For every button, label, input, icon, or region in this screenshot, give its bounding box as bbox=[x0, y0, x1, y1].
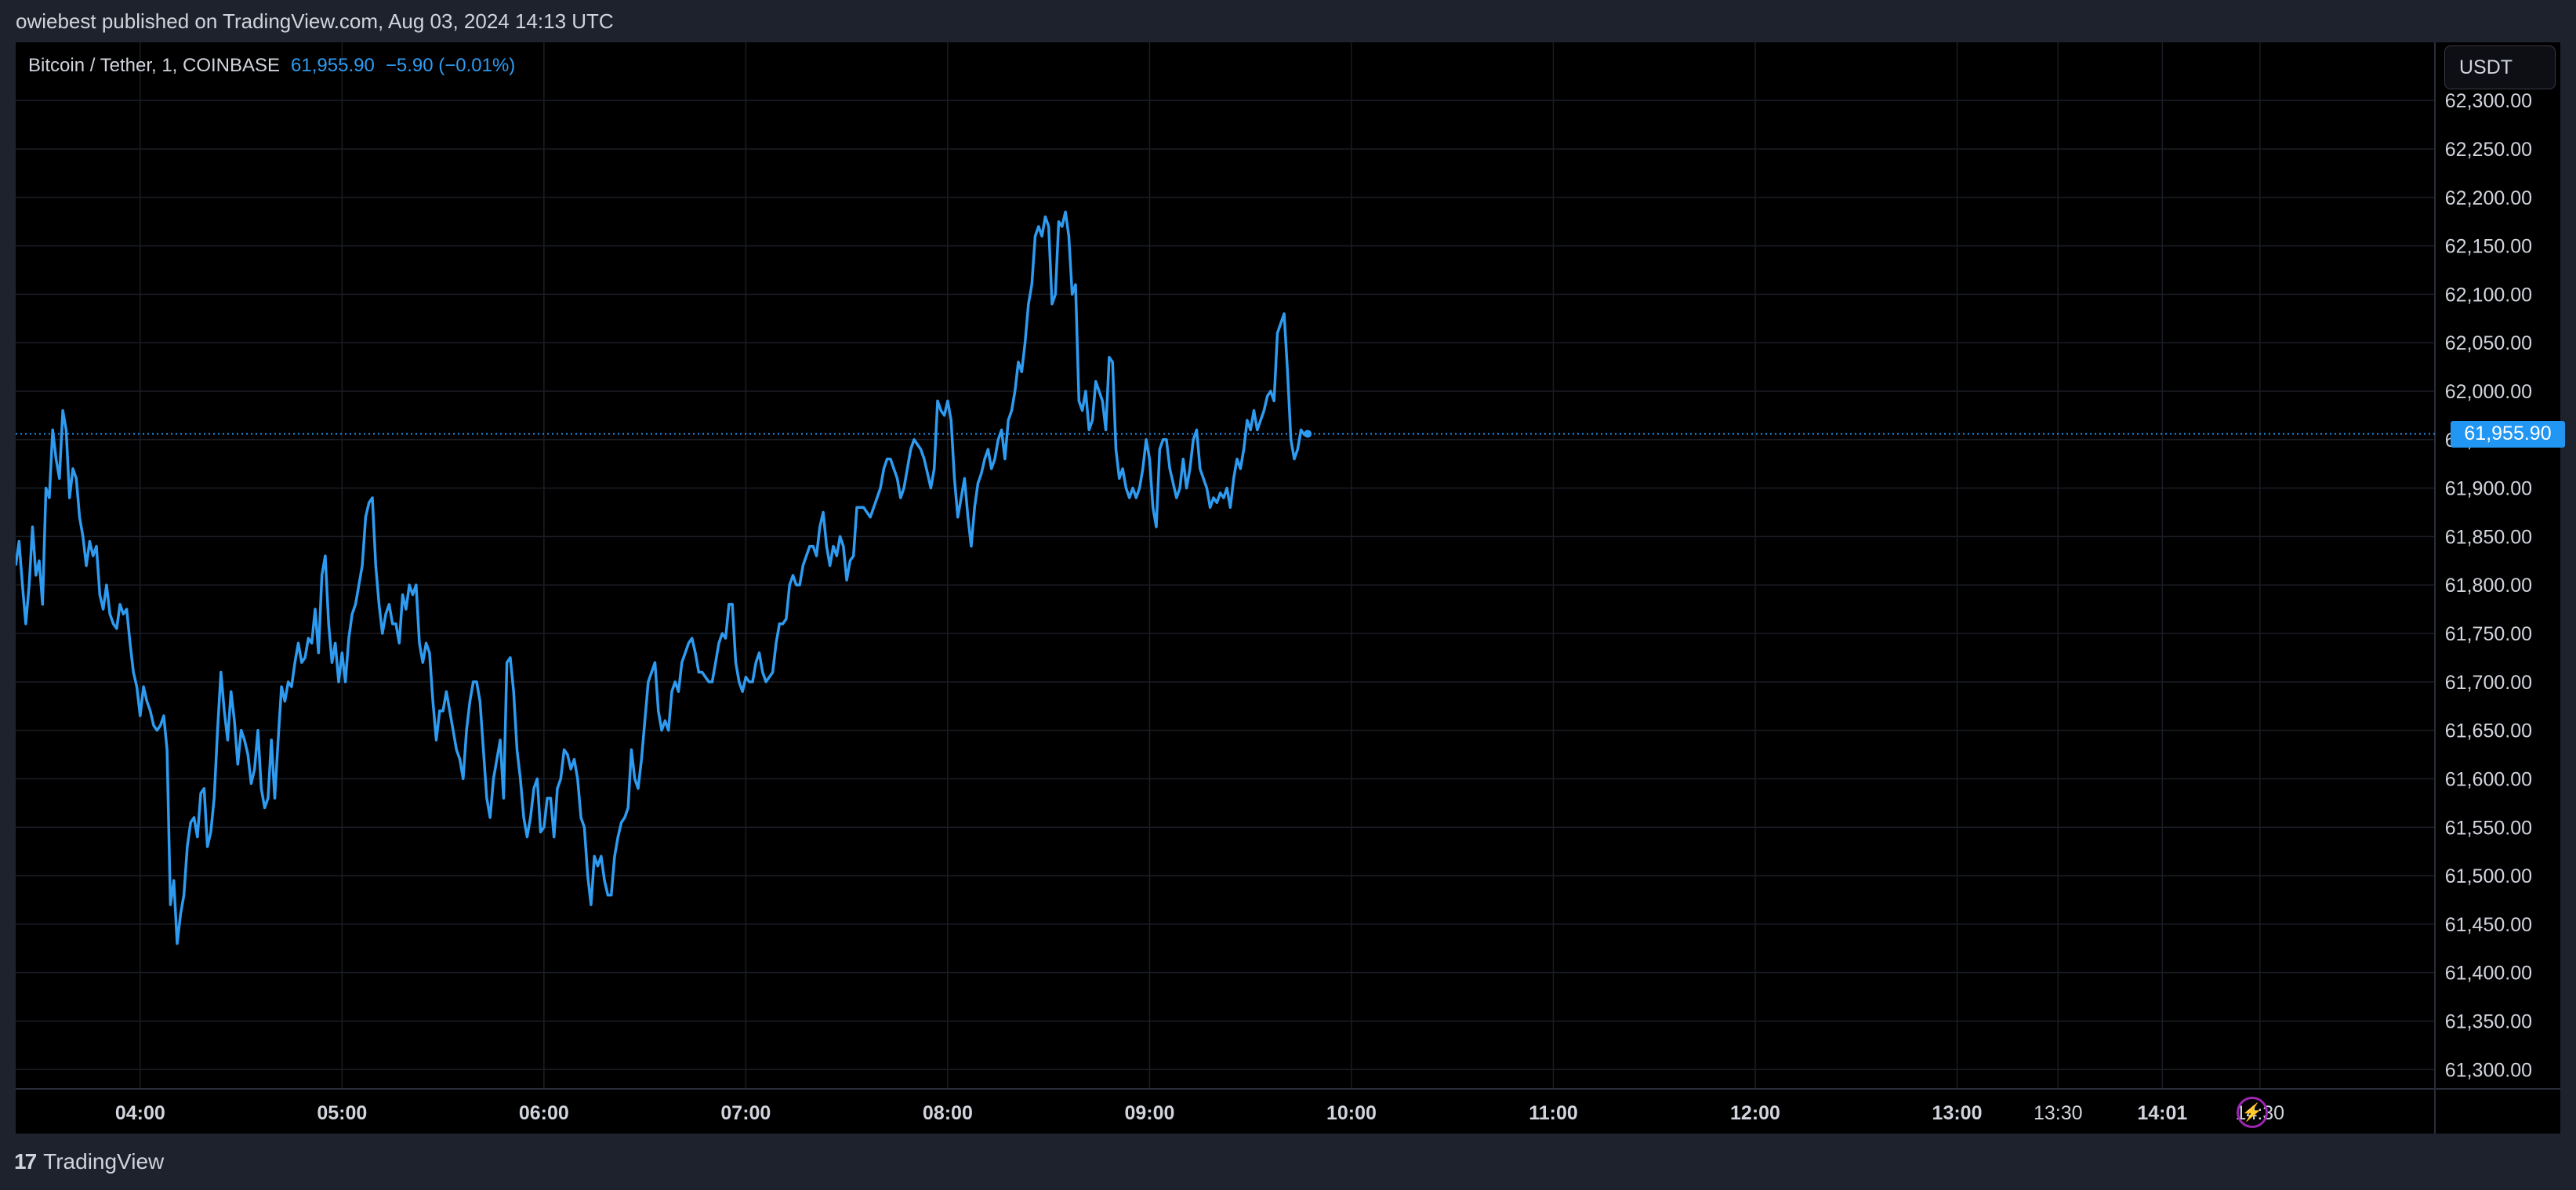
y-tick-label: 61,650.00 bbox=[2445, 720, 2532, 742]
y-tick-label: 61,500.00 bbox=[2445, 865, 2532, 887]
footer: 17 TradingView bbox=[0, 1134, 2576, 1190]
y-tick-label: 61,550.00 bbox=[2445, 817, 2532, 839]
legend-price: 61,955.90 bbox=[291, 55, 375, 76]
legend-symbol: Bitcoin / Tether, 1, COINBASE bbox=[28, 55, 281, 76]
x-tick-label: 04:00 bbox=[115, 1102, 165, 1124]
y-tick-label: 62,200.00 bbox=[2445, 187, 2532, 209]
y-tick-label: 62,250.00 bbox=[2445, 139, 2532, 161]
x-tick-label: 14:01 bbox=[2137, 1102, 2187, 1124]
legend-change: −5.90 (−0.01%) bbox=[385, 55, 516, 76]
chart-frame[interactable]: 62,300.00 62,250.00 62,200.00 62,150.00 62,1… bbox=[16, 42, 2565, 1134]
published-text: owiebest published on TradingView.com, A… bbox=[16, 9, 614, 33]
x-tick-label: 11:00 bbox=[1529, 1102, 1578, 1124]
x-tick-label: 13:30 bbox=[2034, 1102, 2083, 1124]
x-tick-label: 05:00 bbox=[317, 1102, 367, 1124]
y-tick-label: 61,400.00 bbox=[2445, 963, 2532, 985]
price-chart[interactable]: 62,300.00 62,250.00 62,200.00 62,150.00 62,1… bbox=[16, 42, 2560, 1134]
x-tick-label: 07:00 bbox=[720, 1102, 771, 1124]
series-line bbox=[16, 210, 1308, 945]
currency-button[interactable]: USDT bbox=[2444, 45, 2556, 89]
tradingview-logo-icon[interactable]: 17 bbox=[14, 1149, 37, 1174]
last-point-marker bbox=[1304, 430, 1312, 438]
y-tick-label: 62,000.00 bbox=[2445, 381, 2532, 403]
y-tick-label: 61,300.00 bbox=[2445, 1059, 2532, 1081]
y-tick-label: 62,150.00 bbox=[2445, 236, 2532, 258]
y-tick-label: 61,450.00 bbox=[2445, 914, 2532, 936]
lightning-icon[interactable]: ⚡ bbox=[2237, 1097, 2268, 1128]
y-tick-label: 61,850.00 bbox=[2445, 526, 2532, 548]
y-tick-label: 62,050.00 bbox=[2445, 332, 2532, 354]
y-tick-label: 61,700.00 bbox=[2445, 672, 2532, 694]
y-tick-label: 61,600.00 bbox=[2445, 768, 2532, 790]
y-tick-label: 61,350.00 bbox=[2445, 1010, 2532, 1032]
x-tick-label: 13:00 bbox=[1932, 1102, 1983, 1124]
x-tick-label: 06:00 bbox=[519, 1102, 569, 1124]
x-tick-label: 08:00 bbox=[923, 1102, 973, 1124]
x-tick-label: 09:00 bbox=[1124, 1102, 1174, 1124]
y-tick-label: 62,300.00 bbox=[2445, 90, 2532, 112]
footer-brand[interactable]: TradingView bbox=[43, 1149, 165, 1174]
y-tick-label: 61,800.00 bbox=[2445, 575, 2532, 597]
y-tick-label: 61,750.00 bbox=[2445, 623, 2532, 645]
x-tick-label: 10:00 bbox=[1326, 1102, 1377, 1124]
y-tick-label: 62,100.00 bbox=[2445, 284, 2532, 306]
y-tick-label: 61,900.00 bbox=[2445, 478, 2532, 500]
current-price-label: 61,955.90 bbox=[2451, 420, 2565, 448]
chart-legend: Bitcoin / Tether, 1, COINBASE 61,955.90 … bbox=[28, 55, 515, 77]
published-header: owiebest published on TradingView.com, A… bbox=[0, 0, 2576, 42]
x-tick-label: 12:00 bbox=[1730, 1102, 1780, 1124]
